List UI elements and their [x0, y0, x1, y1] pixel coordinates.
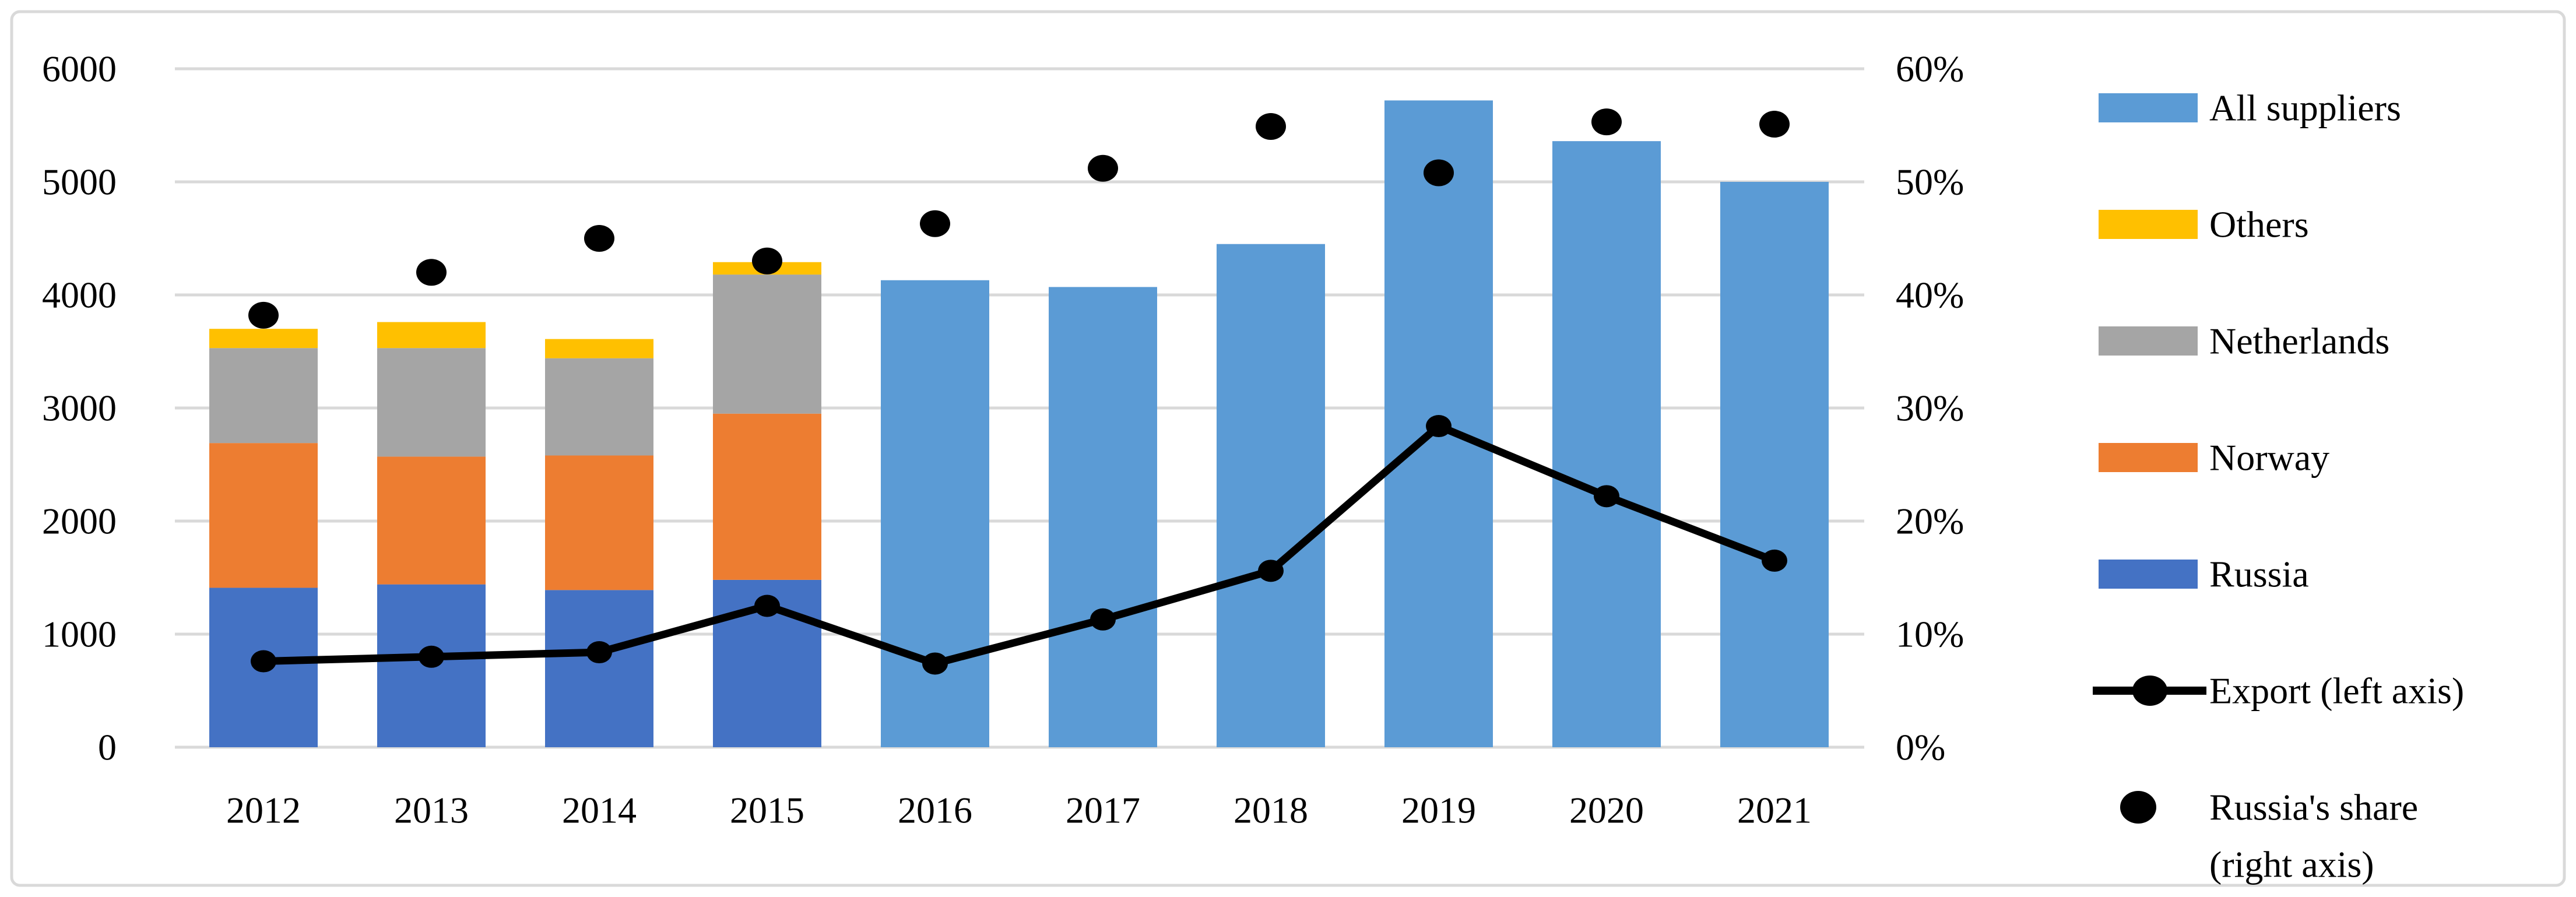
legend-label-netherlands: Netherlands — [2209, 321, 2389, 362]
x-axis-label-2015: 2015 — [730, 790, 804, 831]
x-axis-label-2013: 2013 — [394, 790, 469, 831]
x-axis-label-2014: 2014 — [562, 790, 637, 831]
legend-swatch-russia — [2099, 560, 2198, 589]
bar-segment-norway-2015 — [713, 413, 821, 580]
y-axis-left-label-6000: 6000 — [42, 48, 117, 90]
legend-item-netherlands: Netherlands — [2099, 321, 2389, 362]
export-marker-2019 — [1426, 415, 1452, 438]
export-line — [263, 422, 1776, 667]
bar-segment-netherlands-2012 — [209, 348, 318, 444]
y-axis-right-label-40%: 40% — [1896, 275, 1964, 316]
y-axis-right-label-20%: 20% — [1896, 501, 1964, 542]
bar-segment-netherlands-2015 — [713, 275, 821, 414]
russia-share-dot-2017 — [1088, 154, 1118, 182]
export-marker-2012 — [251, 650, 276, 673]
legend-label-norway: Norway — [2209, 437, 2329, 479]
export-marker-2017 — [1090, 608, 1116, 631]
russia-share-dot-2014 — [584, 225, 614, 252]
y-axis-right-label-0%: 0% — [1896, 727, 1945, 768]
legend-label-all-suppliers: All suppliers — [2209, 87, 2401, 129]
bar-segment-norway-2012 — [209, 443, 318, 588]
russia-share-dot-2020 — [1591, 108, 1622, 136]
export-marker-2016 — [922, 652, 948, 675]
legend-line-marker-icon — [2132, 676, 2167, 706]
russia-share-dot-2021 — [1759, 111, 1790, 138]
legend-swatch-norway — [2099, 443, 2198, 472]
legend-swatch-others — [2099, 210, 2198, 239]
legend-label-others: Others — [2209, 204, 2309, 245]
legend-dot-icon — [2120, 791, 2156, 824]
bar-segment-russia-2014 — [545, 590, 653, 747]
legend-item-norway: Norway — [2099, 437, 2329, 479]
y-axis-right-label-50%: 50% — [1896, 161, 1964, 203]
legend-swatch-netherlands — [2099, 326, 2198, 356]
russia-share-dot-2015 — [752, 247, 782, 275]
legend-item-export-left-axis-: Export (left axis) — [2093, 670, 2464, 712]
y-axis-left-label-1000: 1000 — [42, 614, 117, 655]
y-axis-left-label-2000: 2000 — [42, 501, 117, 542]
export-marker-2015 — [754, 595, 780, 617]
export-marker-2018 — [1258, 560, 1284, 582]
export-marker-2021 — [1762, 549, 1787, 572]
x-axis-label-2021: 2021 — [1737, 790, 1812, 831]
legend-label-russia: Russia — [2209, 554, 2309, 595]
bar-segment-others-2014 — [545, 339, 653, 358]
x-axis-label-2016: 2016 — [898, 790, 972, 831]
bar-segment-netherlands-2014 — [545, 358, 653, 456]
bar-all-suppliers-2017 — [1049, 287, 1157, 747]
bar-all-suppliers-2020 — [1552, 141, 1661, 747]
chart-border — [10, 10, 2566, 887]
y-axis-left-label-4000: 4000 — [42, 275, 117, 316]
russia-share-dot-2016 — [920, 210, 950, 237]
legend-label-export-left-axis-: Export (left axis) — [2209, 670, 2464, 712]
bar-segment-norway-2014 — [545, 455, 653, 590]
y-axis-right-label-10%: 10% — [1896, 614, 1964, 655]
x-axis-label-2019: 2019 — [1401, 790, 1476, 831]
y-axis-left-label-5000: 5000 — [42, 161, 117, 203]
legend-label-russia-s-share: Russia's share — [2209, 787, 2418, 828]
y-axis-left-label-3000: 3000 — [42, 388, 117, 429]
bar-segment-norway-2013 — [377, 456, 486, 585]
bar-all-suppliers-2018 — [1217, 244, 1325, 747]
bar-segment-others-2013 — [377, 322, 486, 349]
x-axis-label-2018: 2018 — [1233, 790, 1308, 831]
legend-item-russia-s-share: Russia's share (right axis) — [2120, 787, 2418, 885]
legend-item-russia: Russia — [2099, 554, 2309, 595]
export-marker-2020 — [1594, 485, 1619, 508]
export-marker-2014 — [586, 641, 612, 664]
bar-all-suppliers-2021 — [1720, 182, 1829, 747]
bar-segment-others-2012 — [209, 329, 318, 349]
russia-share-dot-2018 — [1256, 112, 1286, 140]
legend-item-others: Others — [2099, 204, 2309, 245]
legend-swatch-all-suppliers — [2099, 93, 2198, 122]
x-axis-label-2017: 2017 — [1066, 790, 1140, 831]
russia-share-dot-2019 — [1424, 159, 1454, 187]
x-axis-label-2012: 2012 — [226, 790, 301, 831]
bar-segment-netherlands-2013 — [377, 348, 486, 457]
export-marker-2013 — [419, 645, 444, 668]
bar-all-suppliers-2016 — [881, 280, 989, 747]
legend-label-line2: (right axis) — [2209, 844, 2374, 885]
y-axis-right-label-60%: 60% — [1896, 48, 1964, 90]
y-axis-left-label-0: 0 — [98, 727, 117, 768]
russia-share-dot-2012 — [248, 301, 279, 329]
legend-item-all-suppliers: All suppliers — [2099, 87, 2401, 129]
y-axis-right-label-30%: 30% — [1896, 388, 1964, 429]
russia-share-dot-2013 — [416, 259, 447, 286]
x-axis-label-2020: 2020 — [1569, 790, 1644, 831]
